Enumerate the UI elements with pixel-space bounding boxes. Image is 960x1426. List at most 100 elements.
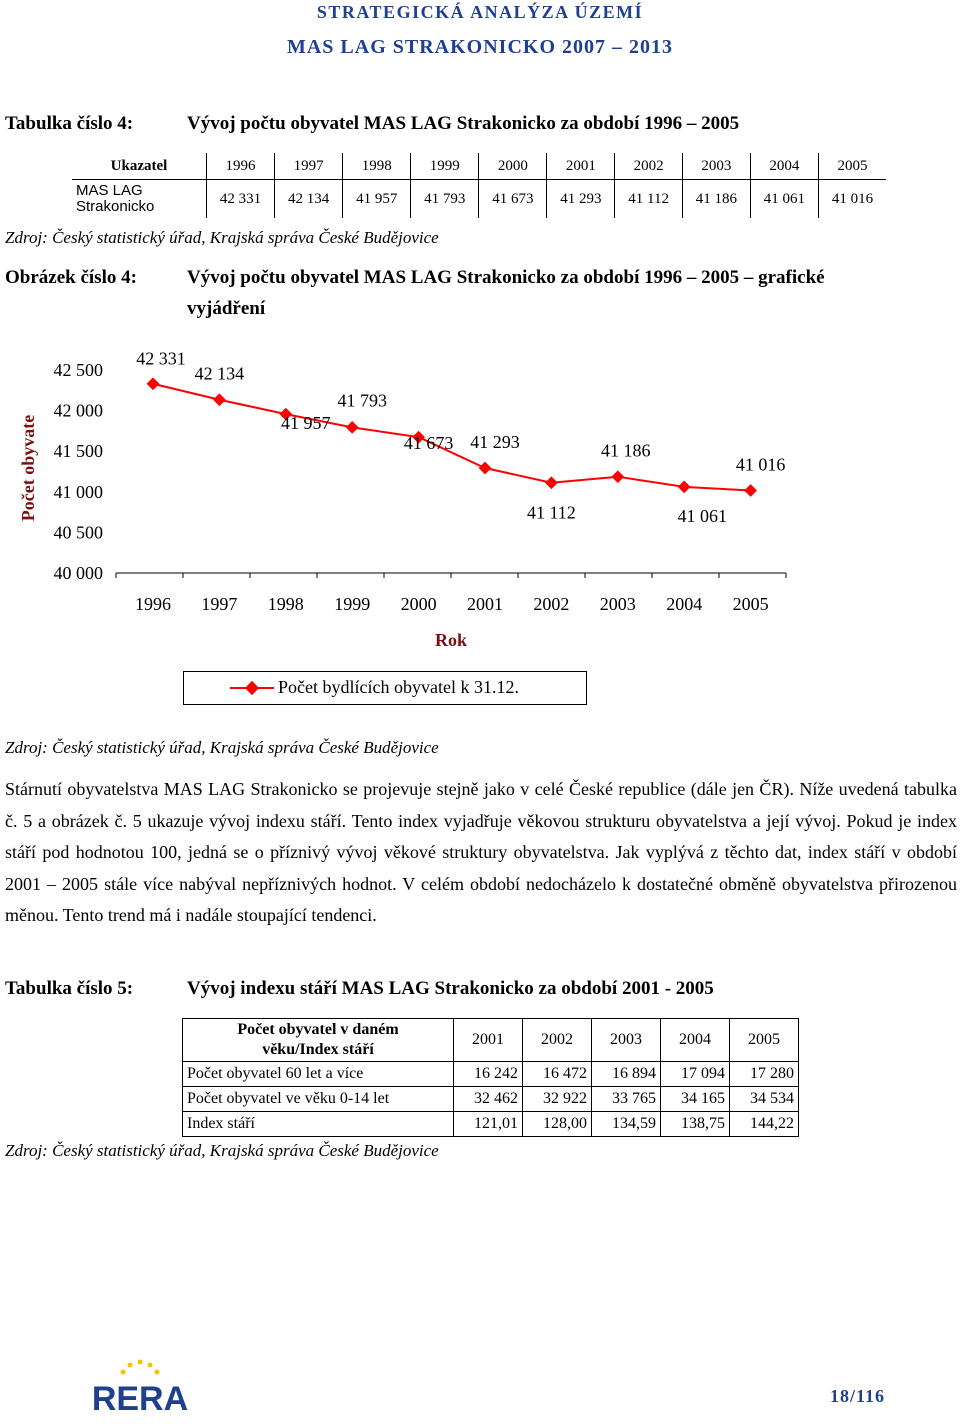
table4-row-label: MAS LAG Strakonicko [76, 182, 155, 215]
table5-cell: 34 165 [660, 1086, 730, 1112]
data-label: 41 957 [281, 413, 331, 433]
table4-label: Tabulka číslo 4: [5, 113, 134, 134]
population-table: Ukazatel 1996 1997 1998 1999 2000 2001 2… [72, 153, 886, 218]
figure4-source: Zdroj: Český statistický úřad, Krajská s… [5, 738, 439, 757]
y-tick-label: 41 000 [54, 482, 104, 502]
x-tick-label: 1996 [135, 594, 171, 614]
age-index-table: Počet obyvatel v daném věku/Index stáří … [182, 1018, 799, 1137]
table5-year: 2004 [660, 1018, 730, 1062]
table5-cell: 144,22 [729, 1111, 799, 1137]
data-point-marker [677, 480, 691, 494]
data-point-marker [478, 461, 492, 475]
body-paragraph: Stárnutí obyvatelstva MAS LAG Strakonick… [5, 779, 957, 926]
table4-year: 1999 [410, 153, 479, 180]
table4-header-ukazatel: Ukazatel [72, 153, 207, 180]
table4-source: Zdroj: Český statistický úřad, Krajská s… [5, 228, 439, 247]
y-axis-title: Počet obyvate [18, 415, 38, 521]
table4-title: Vývoj počtu obyvatel MAS LAG Strakonicko… [187, 113, 740, 134]
document-header-title: STRATEGICKÁ ANALÝZA ÚZEMÍ [316, 2, 644, 22]
table4-cell: 41 061 [749, 179, 819, 218]
table5-label: Tabulka číslo 5: [5, 978, 134, 999]
data-point-marker [545, 476, 558, 490]
data-label: 42 134 [195, 364, 245, 384]
table5-title: Vývoj indexu stáří MAS LAG Strakonicko z… [187, 978, 714, 999]
data-label: 41 793 [337, 390, 387, 410]
data-point-marker [146, 377, 160, 391]
table4-cell: 41 293 [546, 179, 615, 218]
figure4-label: Obrázek číslo 4: [5, 267, 137, 288]
y-tick-label: 42 000 [54, 401, 104, 421]
table4-year: 1996 [205, 153, 275, 180]
table5-cell: 134,59 [591, 1111, 661, 1137]
table4-year: 2002 [614, 153, 683, 180]
table5-header-line1: Počet obyvatel v daném [237, 1021, 399, 1038]
data-label: 41 016 [736, 455, 786, 475]
table5-header-line2: věku/Index stáří [262, 1041, 374, 1058]
y-tick-label: 41 500 [54, 441, 104, 461]
data-label: 41 061 [677, 506, 727, 526]
data-label: 42 331 [136, 350, 186, 369]
figure4-title-line2: vyjádření [187, 298, 266, 319]
legend-swatch [230, 680, 274, 696]
table5-cell: 16 242 [453, 1061, 523, 1087]
table5-row-label: Počet obyvatel ve věku 0-14 let [182, 1086, 454, 1112]
series-line [152, 382, 751, 492]
table4-year: 1998 [342, 153, 411, 180]
table-row: MAS LAG Strakonicko 42 331 42 134 41 957… [72, 179, 886, 218]
x-tick-label: 2000 [401, 594, 437, 614]
data-point-marker [744, 484, 757, 497]
table5-cell: 138,75 [660, 1111, 730, 1137]
table5-cell: 128,00 [522, 1111, 592, 1137]
table5-cell: 33 765 [591, 1086, 661, 1112]
table4-year: 2000 [478, 153, 547, 180]
y-tick-label: 42 500 [54, 360, 104, 380]
rera-logo: RERA [80, 1356, 200, 1418]
x-tick-label: 2004 [666, 594, 702, 614]
table4-cell: 42 331 [205, 179, 275, 218]
data-point-marker [345, 421, 359, 434]
figure4-title-line1: Vývoj počtu obyvatel MAS LAG Strakonicko… [187, 267, 825, 288]
table5-year: 2002 [522, 1018, 592, 1062]
data-point-marker [611, 470, 625, 484]
table5-row-label: Index stáří [182, 1111, 454, 1137]
table5-cell: 32 462 [453, 1086, 523, 1112]
document-header-subtitle: MAS LAG STRAKONICKO 2007 – 2013 [286, 36, 674, 58]
table5-year: 2001 [453, 1018, 523, 1062]
table5-source: Zdroj: Český statistický úřad, Krajská s… [5, 1141, 439, 1160]
legend-label: Počet bydlících obyvatel k 31.12. [278, 677, 519, 697]
table4-cell: 41 957 [342, 179, 411, 218]
table5-cell: 32 922 [522, 1086, 592, 1112]
table5-cell: 16 894 [591, 1061, 661, 1087]
x-tick-label: 1997 [201, 594, 237, 614]
x-tick-label: 1998 [268, 594, 304, 614]
y-tick-label: 40 000 [54, 563, 104, 583]
table4-cell: 41 673 [478, 179, 547, 218]
table-row: Počet obyvatel ve věku 0-14 let 32 462 3… [182, 1086, 799, 1112]
page-number: 18/116 [830, 1386, 886, 1406]
chart-legend: Počet bydlících obyvatel k 31.12. [183, 671, 587, 705]
table4-year: 2004 [749, 153, 819, 180]
table-row: Index stáří 121,01 128,00 134,59 138,75 … [182, 1111, 799, 1137]
x-tick-label: 2005 [733, 594, 769, 614]
table5-header-label: Počet obyvatel v daném věku/Index stáří [182, 1018, 454, 1062]
table5-cell: 34 534 [729, 1086, 799, 1112]
table4-cell: 41 016 [817, 179, 886, 218]
x-tick-label: 1999 [334, 594, 370, 614]
data-label: 41 293 [470, 432, 520, 452]
table5-year: 2003 [591, 1018, 661, 1062]
x-tick-label: 2001 [467, 594, 503, 614]
data-label: 41 673 [404, 433, 454, 453]
table4-cell: 41 793 [410, 179, 479, 218]
table4-cell: 41 186 [681, 179, 751, 218]
table4-year: 2005 [817, 153, 886, 180]
data-label: 41 112 [527, 503, 576, 523]
x-tick-label: 2003 [600, 594, 636, 614]
data-point-marker [213, 393, 226, 407]
table5-cell: 121,01 [453, 1111, 523, 1137]
table5-row-label: Počet obyvatel 60 let a více [182, 1061, 454, 1087]
y-tick-label: 40 500 [54, 522, 104, 542]
eu-stars-icon: RERA [92, 1359, 188, 1418]
table-row: Počet obyvatel 60 let a více 16 242 16 4… [182, 1061, 799, 1087]
logo-text: RERA [92, 1380, 188, 1414]
table4-cell: 41 112 [614, 179, 683, 218]
